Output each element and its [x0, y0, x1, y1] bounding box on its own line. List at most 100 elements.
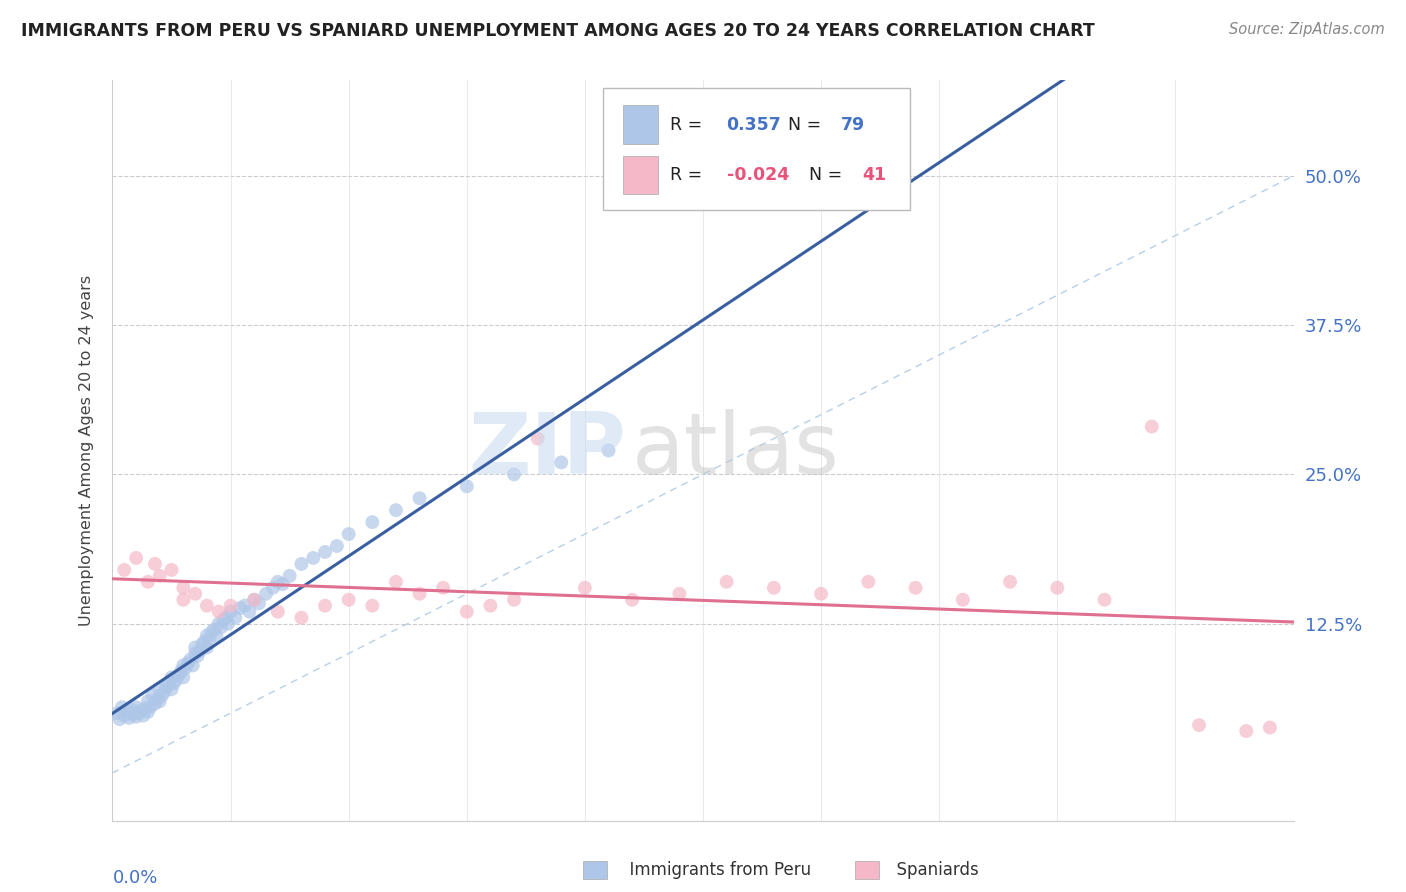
Point [1258, 721, 1281, 735]
Point [224, 610, 246, 624]
Point [432, 581, 454, 595]
Point [122, 707, 145, 722]
Point [194, 634, 217, 648]
Point [385, 503, 408, 517]
Text: N =: N = [787, 116, 827, 134]
Point [129, 704, 152, 718]
Point [188, 644, 211, 658]
Point [716, 574, 738, 589]
Point [165, 673, 187, 687]
Text: 41: 41 [862, 166, 887, 184]
Point [229, 601, 252, 615]
Point [184, 647, 207, 661]
Point [254, 587, 277, 601]
Point [208, 616, 231, 631]
Point [598, 443, 620, 458]
Point [247, 596, 270, 610]
Point [184, 587, 207, 601]
Point [157, 676, 180, 690]
Point [160, 563, 183, 577]
Point [186, 648, 208, 663]
Point [156, 680, 179, 694]
Point [574, 581, 596, 595]
Point [621, 592, 644, 607]
Point [314, 599, 336, 613]
Point [408, 491, 430, 506]
Point [202, 623, 225, 637]
Point [181, 658, 204, 673]
Point [1188, 718, 1211, 732]
Point [243, 592, 266, 607]
Point [217, 616, 239, 631]
Text: 0.357: 0.357 [727, 116, 782, 134]
Point [136, 694, 159, 708]
Point [120, 703, 142, 717]
Point [1140, 419, 1163, 434]
Point [998, 574, 1021, 589]
Point [143, 697, 166, 711]
Point [668, 587, 690, 601]
Point [337, 592, 360, 607]
Point [195, 640, 218, 655]
Point [146, 691, 169, 706]
Point [177, 656, 200, 670]
Point [111, 700, 134, 714]
Point [115, 704, 138, 718]
Point [337, 527, 360, 541]
Point [179, 652, 201, 666]
Point [153, 684, 176, 698]
Point [195, 599, 218, 613]
Point [127, 706, 149, 721]
Point [858, 574, 880, 589]
Y-axis label: Unemployment Among Ages 20 to 24 years: Unemployment Among Ages 20 to 24 years [79, 275, 94, 626]
Point [170, 665, 193, 679]
Point [550, 455, 572, 469]
Text: 79: 79 [841, 116, 865, 134]
Point [904, 581, 927, 595]
Text: IMMIGRANTS FROM PERU VS SPANIARD UNEMPLOYMENT AMONG AGES 20 TO 24 YEARS CORRELAT: IMMIGRANTS FROM PERU VS SPANIARD UNEMPLO… [21, 22, 1095, 40]
FancyBboxPatch shape [623, 156, 658, 194]
Point [262, 581, 284, 595]
Point [1094, 592, 1116, 607]
Point [195, 628, 218, 642]
Point [456, 479, 478, 493]
Point [408, 587, 430, 601]
Text: atlas: atlas [633, 409, 841, 492]
Point [233, 599, 256, 613]
Point [132, 708, 155, 723]
Point [503, 592, 526, 607]
Point [174, 661, 197, 675]
Point [810, 587, 832, 601]
Point [209, 620, 232, 634]
Point [198, 632, 221, 647]
Point [149, 569, 172, 583]
Point [160, 670, 183, 684]
Point [150, 688, 173, 702]
Point [172, 581, 194, 595]
Point [314, 545, 336, 559]
Point [201, 624, 224, 639]
Text: Spaniards: Spaniards [886, 861, 979, 879]
Point [267, 605, 290, 619]
Point [1046, 581, 1069, 595]
Point [302, 550, 325, 565]
Text: Source: ZipAtlas.com: Source: ZipAtlas.com [1229, 22, 1385, 37]
Point [271, 577, 294, 591]
Point [191, 637, 214, 651]
Point [456, 605, 478, 619]
Point [361, 599, 384, 613]
Point [208, 605, 231, 619]
Point [526, 432, 548, 446]
Point [136, 705, 159, 719]
Point [219, 599, 242, 613]
Point [361, 515, 384, 529]
Point [160, 682, 183, 697]
Point [762, 581, 785, 595]
Point [1234, 724, 1257, 739]
Point [149, 694, 172, 708]
Text: N =: N = [810, 166, 848, 184]
Point [278, 569, 301, 583]
Text: Immigrants from Peru: Immigrants from Peru [619, 861, 811, 879]
Point [118, 711, 141, 725]
Point [125, 700, 148, 714]
